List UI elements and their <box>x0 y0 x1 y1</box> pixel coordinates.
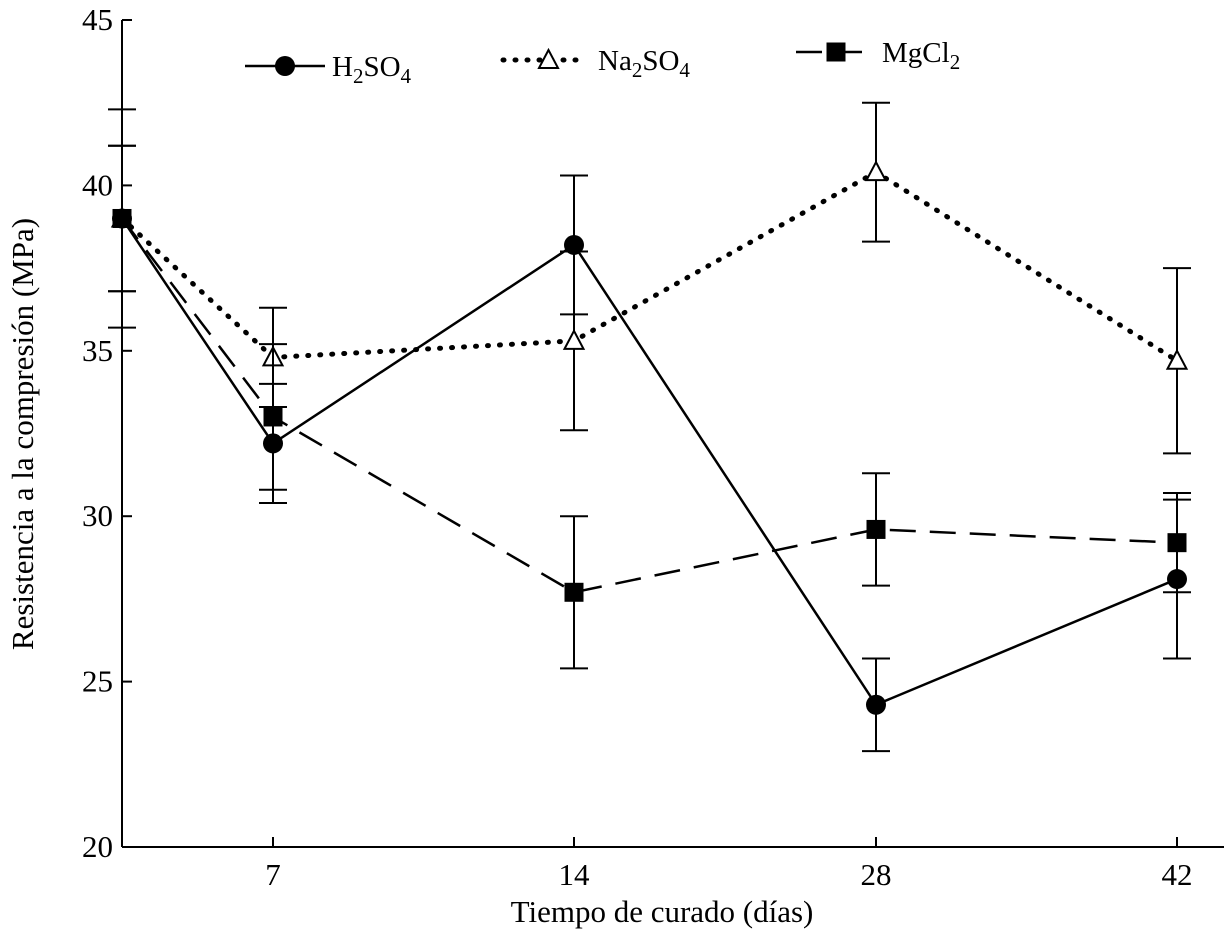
series-MgCl2 <box>108 144 1191 670</box>
legend-marker <box>537 47 560 69</box>
x-tick-label: 14 <box>559 857 591 892</box>
data-point <box>564 234 584 255</box>
data-point <box>263 407 283 427</box>
x-axis-title: Tiempo de curado (días) <box>511 894 814 929</box>
y-tick-label: 40 <box>82 167 113 202</box>
y-axis-title: Resistencia a la compresión (MPa) <box>5 218 40 650</box>
legend-label: MgCl2 <box>882 37 960 74</box>
data-point <box>1167 533 1187 553</box>
x-tick-label: 28 <box>861 857 892 892</box>
y-tick-label: 25 <box>82 664 113 699</box>
data-point <box>112 208 132 228</box>
legend-item-Na2SO4: Na2SO4 <box>500 45 690 82</box>
legend-item-MgCl2: MgCl2 <box>796 37 960 74</box>
data-point <box>1165 348 1189 370</box>
x-tick-label: 7 <box>265 857 281 892</box>
legend-item-H2SO4: H2SO4 <box>245 51 412 88</box>
y-tick-label: 45 <box>82 2 113 37</box>
legend-marker <box>826 42 846 62</box>
y-tick-label: 30 <box>82 498 113 533</box>
series-line <box>119 169 1180 364</box>
data-point <box>564 582 584 602</box>
series-layer <box>108 101 1191 753</box>
axes: 20 25 30 35 40 45 7 14 28 42 <box>82 2 1224 892</box>
x-tick-label: 42 <box>1162 857 1193 892</box>
data-point <box>866 694 886 715</box>
legend-marker <box>275 56 295 76</box>
legend: H2SO4 Na2SO4 MgCl2 <box>245 37 960 88</box>
series-line <box>121 217 1178 594</box>
data-point <box>562 328 586 350</box>
data-point <box>866 519 886 539</box>
y-tick-label: 35 <box>82 333 113 368</box>
series-line <box>120 217 1178 707</box>
legend-label: Na2SO4 <box>598 45 690 82</box>
series-Na2SO4 <box>108 101 1191 455</box>
data-point <box>864 160 888 182</box>
legend-label: H2SO4 <box>332 51 412 88</box>
y-tick-label: 20 <box>82 829 113 864</box>
series-H2SO4 <box>108 108 1191 753</box>
